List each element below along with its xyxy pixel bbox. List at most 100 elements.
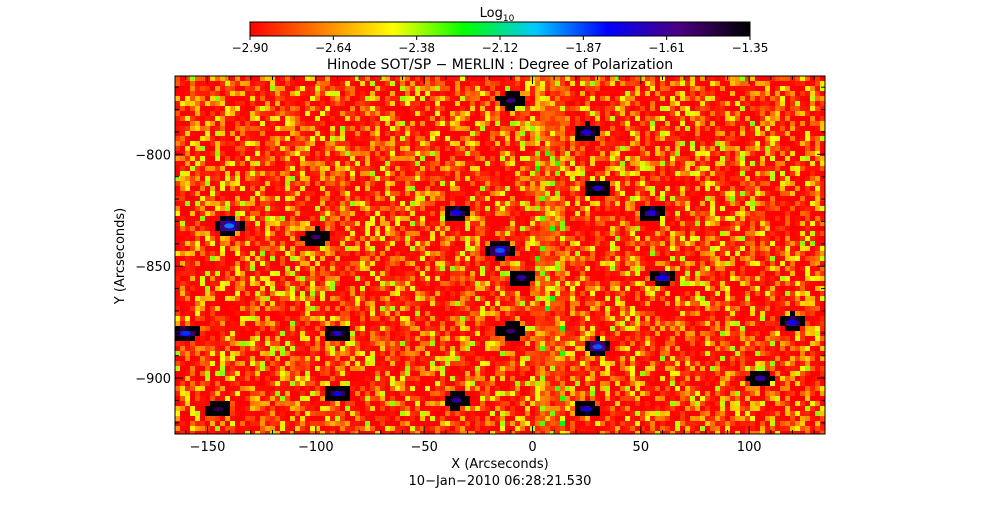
heatmap-cell	[810, 126, 815, 131]
heatmap-cell	[300, 181, 305, 186]
heatmap-cell	[415, 151, 420, 156]
heatmap-cell	[740, 231, 745, 236]
heatmap-cell	[285, 101, 290, 106]
heatmap-cell	[270, 181, 275, 186]
heatmap-cell	[620, 156, 625, 161]
heatmap-cell	[520, 251, 525, 256]
heatmap-cell	[795, 236, 800, 241]
heatmap-cell	[350, 191, 355, 196]
heatmap-cell	[750, 81, 755, 86]
heatmap-cell	[615, 211, 620, 216]
heatmap-cell	[340, 86, 345, 91]
heatmap-cell	[625, 81, 630, 86]
heatmap-cell	[355, 121, 360, 126]
heatmap-cell	[175, 231, 180, 236]
heatmap-cell	[705, 191, 710, 196]
heatmap-cell	[680, 231, 685, 236]
heatmap-cell	[790, 116, 795, 121]
heatmap-cell	[195, 116, 200, 121]
heatmap-cell	[755, 151, 760, 156]
heatmap-cell	[570, 221, 575, 226]
heatmap-cell	[635, 96, 640, 101]
heatmap-cell	[815, 121, 820, 126]
heatmap-cell	[280, 231, 285, 236]
heatmap-cell	[740, 116, 745, 121]
heatmap-cell	[680, 146, 685, 151]
heatmap-cell	[450, 146, 455, 151]
heatmap-cell	[575, 106, 580, 111]
heatmap-cell	[345, 91, 350, 96]
heatmap-cell	[670, 146, 675, 151]
heatmap-cell	[530, 226, 535, 231]
heatmap-cell	[440, 76, 445, 81]
heatmap-cell	[480, 201, 485, 206]
heatmap-cell	[290, 216, 295, 221]
heatmap-cell	[350, 211, 355, 216]
heatmap-cell	[595, 246, 600, 251]
heatmap-cell	[315, 81, 320, 86]
heatmap-cell	[400, 111, 405, 116]
heatmap-cell	[785, 121, 790, 126]
heatmap-cell	[380, 216, 385, 221]
heatmap-cell	[350, 151, 355, 156]
heatmap-cell	[245, 136, 250, 141]
heatmap-cell	[650, 106, 655, 111]
heatmap-cell	[185, 251, 190, 256]
heatmap-cell	[790, 231, 795, 236]
heatmap-cell	[710, 111, 715, 116]
heatmap-cell	[675, 226, 680, 231]
heatmap-cell	[665, 141, 670, 146]
heatmap-cell	[445, 166, 450, 171]
heatmap-cell	[540, 101, 545, 106]
heatmap-cell	[460, 191, 465, 196]
heatmap-cell	[445, 216, 450, 221]
heatmap-cell	[530, 186, 535, 191]
heatmap-cell	[270, 156, 275, 161]
heatmap-cell	[780, 161, 785, 166]
heatmap-cell	[180, 201, 185, 206]
heatmap-cell	[720, 231, 725, 236]
heatmap-cell	[600, 201, 605, 206]
heatmap-cell	[235, 231, 240, 236]
heatmap-cell	[285, 216, 290, 221]
heatmap-cell	[635, 161, 640, 166]
heatmap-cell	[525, 261, 530, 266]
heatmap-cell	[515, 151, 520, 156]
heatmap-cell	[750, 96, 755, 101]
heatmap-cell	[435, 211, 440, 216]
heatmap-cell	[375, 191, 380, 196]
heatmap-cell	[465, 256, 470, 261]
heatmap-cell	[220, 246, 225, 251]
heatmap-cell	[340, 256, 345, 261]
heatmap-cell	[460, 76, 465, 81]
heatmap-cell	[595, 121, 600, 126]
heatmap-cell	[800, 101, 805, 106]
heatmap-cell	[670, 236, 675, 241]
heatmap-cell	[650, 146, 655, 151]
heatmap-cell	[560, 86, 565, 91]
heatmap-cell	[765, 261, 770, 266]
heatmap-cell	[565, 211, 570, 216]
heatmap-cell	[265, 156, 270, 161]
heatmap-cell	[590, 151, 595, 156]
heatmap-cell	[620, 96, 625, 101]
heatmap-cell	[750, 241, 755, 246]
heatmap-cell	[280, 226, 285, 231]
heatmap-cell	[250, 246, 255, 251]
heatmap-cell	[365, 91, 370, 96]
heatmap-cell	[700, 101, 705, 106]
heatmap-cell	[675, 246, 680, 251]
heatmap-cell	[610, 106, 615, 111]
heatmap-cell	[580, 91, 585, 96]
heatmap-cell	[590, 186, 595, 191]
heatmap-cell	[470, 201, 475, 206]
heatmap-cell	[260, 151, 265, 156]
heatmap-cell	[660, 106, 665, 111]
heatmap-cell	[605, 91, 610, 96]
heatmap-cell	[750, 256, 755, 261]
heatmap-cell	[510, 251, 515, 256]
heatmap-cell	[615, 76, 620, 81]
heatmap-cell	[665, 176, 670, 181]
heatmap-cell	[820, 186, 825, 191]
heatmap-cell	[645, 171, 650, 176]
